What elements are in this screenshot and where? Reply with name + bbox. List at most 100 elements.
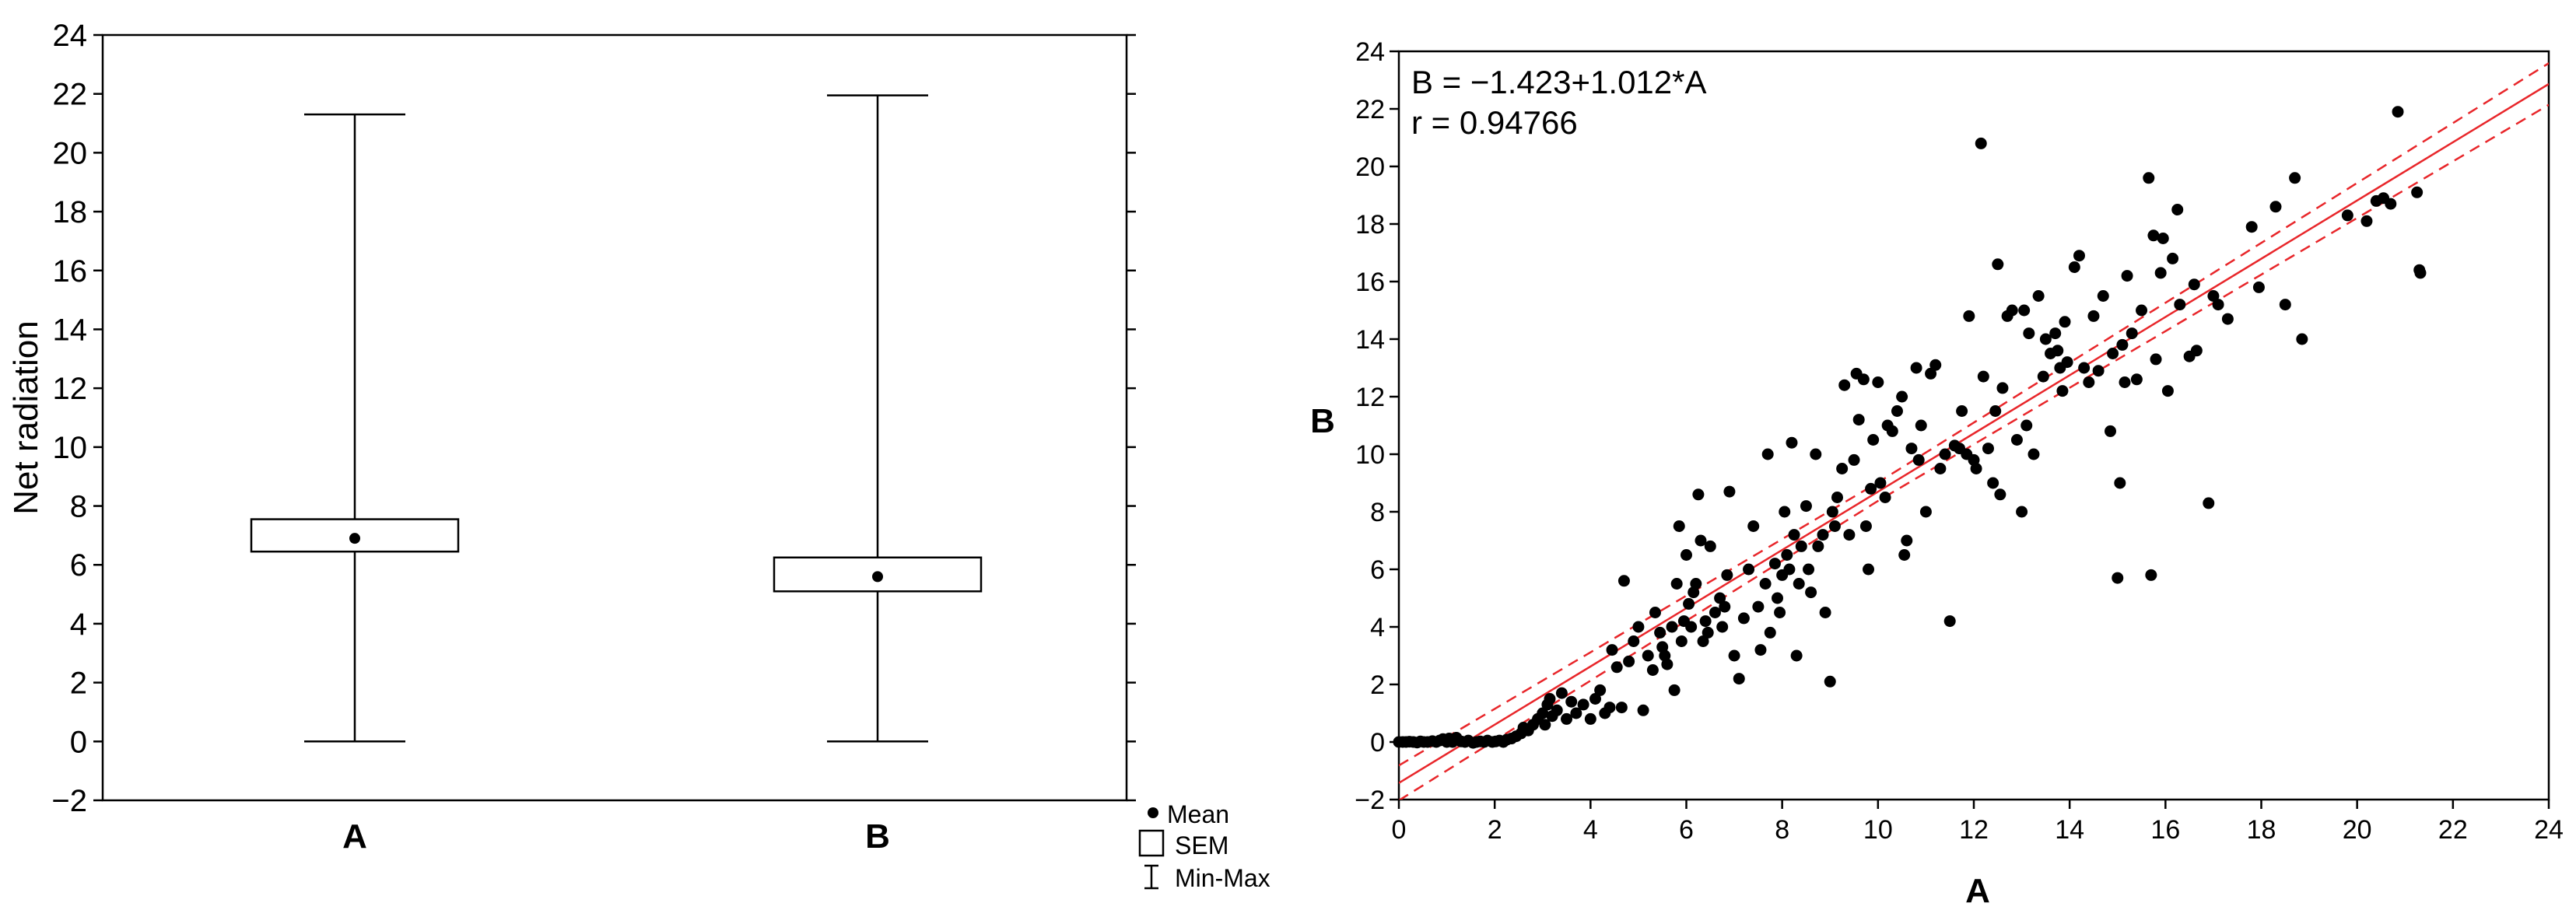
y-tick-label: 20 (1355, 152, 1385, 182)
legend-mean-label: Mean (1167, 800, 1229, 828)
data-point (1919, 506, 1932, 518)
x-tick-label: 12 (1959, 815, 1989, 845)
legend-sem-label: SEM (1175, 831, 1228, 859)
data-point (2130, 373, 2143, 386)
x-tick-label: 2 (1488, 815, 1502, 845)
data-point (1761, 448, 1774, 460)
data-point (1685, 621, 1698, 633)
data-point (2010, 434, 2023, 446)
data-point (2341, 209, 2353, 222)
data-point (2296, 333, 2308, 345)
data-point (1716, 621, 1729, 633)
x-tick-label: 10 (1863, 815, 1893, 845)
data-point (1551, 704, 1563, 716)
data-point (1699, 615, 1712, 628)
plot-frame (1397, 50, 2550, 801)
y-tick-label: 2 (70, 667, 87, 701)
data-point (1603, 702, 1616, 714)
data-point (1857, 373, 1870, 386)
data-point (2059, 316, 2071, 328)
data-point (1783, 563, 1796, 576)
mean-dot (872, 571, 883, 583)
y-tick-label: 10 (53, 431, 88, 465)
data-point (1970, 463, 1982, 474)
data-point (1697, 635, 1709, 647)
data-point (1779, 506, 1791, 518)
data-point (1977, 370, 1989, 383)
data-point (1831, 492, 1843, 503)
data-point (1805, 586, 1817, 599)
data-point (1628, 635, 1640, 647)
data-point (2056, 385, 2069, 397)
legend-sem-marker (1138, 829, 1165, 857)
regression-line (1399, 82, 2549, 784)
x-axis-label: A (1965, 872, 1990, 910)
fit-lines (1399, 62, 2549, 800)
data-point (1865, 482, 1877, 495)
data-point (1637, 704, 1649, 716)
data-point (1810, 448, 1822, 460)
x-tick-label: 8 (1775, 815, 1789, 845)
data-point (2167, 252, 2179, 264)
data-point (1929, 359, 1942, 371)
data-point (2016, 506, 2028, 518)
data-point (1721, 569, 1733, 581)
x-tick-label: 18 (2247, 815, 2276, 845)
data-point (1774, 607, 1786, 618)
data-point (1754, 644, 1767, 656)
data-point (1728, 649, 1740, 662)
data-point (1709, 607, 1721, 618)
data-point (1675, 635, 1688, 647)
y-tick-label: 6 (1370, 555, 1385, 585)
data-point (2188, 278, 2200, 291)
data-point (2112, 572, 2124, 584)
data-point (1819, 607, 1831, 618)
data-point (2119, 376, 2131, 388)
data-point (1594, 684, 1607, 696)
data-point (1886, 425, 1898, 437)
data-point (1610, 661, 1623, 674)
data-point (1934, 463, 1947, 474)
plot-frame (101, 33, 1128, 802)
data-point (1561, 712, 1573, 725)
data-point (1817, 529, 1829, 541)
data-point (1788, 529, 1800, 541)
data-point (1872, 376, 1884, 388)
y-tick-label: 18 (1355, 210, 1385, 240)
data-point (1690, 578, 1702, 590)
data-point (2107, 348, 2119, 359)
data-point (1956, 405, 1968, 417)
data-point (2032, 290, 2045, 302)
data-point (1826, 506, 1838, 518)
data-point (2252, 281, 2265, 293)
y-tick-label: 12 (1355, 383, 1385, 412)
data-point (1714, 592, 1726, 604)
data-point (1752, 600, 1765, 613)
data-point (1863, 563, 1875, 576)
data-point (1719, 600, 1731, 613)
data-point (1759, 578, 1772, 590)
data-point (1879, 492, 1891, 503)
data-point (2269, 201, 2282, 213)
data-point (2157, 233, 2169, 244)
data-point (1666, 621, 1678, 633)
y-axis-label: B (1310, 402, 1335, 440)
data-point (2360, 215, 2373, 227)
data-point (1772, 592, 1784, 604)
data-point (2136, 304, 2148, 317)
y-tick-label: 12 (53, 372, 88, 406)
data-point (1898, 549, 1911, 561)
y-tick-label: 10 (1355, 440, 1385, 470)
data-point (1896, 390, 1908, 403)
data-point (1939, 448, 1951, 460)
data-point (1768, 558, 1781, 570)
y-tick-label: 4 (70, 607, 87, 642)
data-point (2061, 356, 2073, 369)
y-tick-label: 14 (53, 313, 88, 347)
data-point (2411, 186, 2424, 198)
data-point (1632, 621, 1645, 633)
data-point (2068, 261, 2080, 273)
y-tick-label: 14 (1355, 325, 1385, 355)
data-point (1649, 607, 1661, 618)
